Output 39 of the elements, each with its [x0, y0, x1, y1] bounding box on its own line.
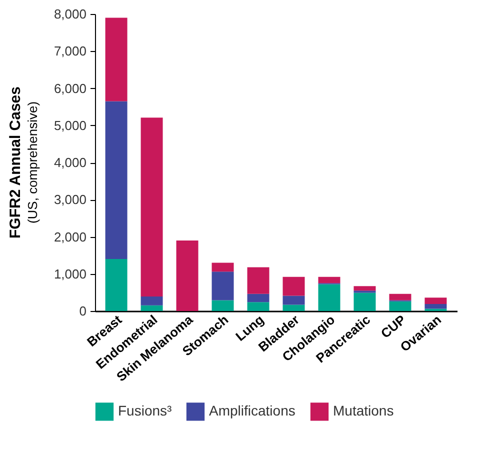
bar	[282, 276, 305, 296]
bar	[247, 267, 270, 294]
legend-label: Mutations	[333, 402, 394, 419]
bar	[105, 259, 128, 311]
text: (US, comprehensive)	[25, 101, 40, 224]
y-tick-label: 4,000	[54, 155, 86, 170]
y-tick-label: 5,000	[54, 118, 86, 133]
y-tick-label: 1,000	[54, 266, 86, 282]
bar	[140, 118, 163, 297]
y-tick-label: 8,000	[54, 6, 86, 22]
y-tick-label: 6,000	[54, 80, 86, 96]
bar	[318, 276, 340, 284]
bar	[105, 18, 128, 102]
bar	[424, 304, 447, 309]
bar	[105, 101, 128, 260]
bar	[389, 294, 412, 300]
legend-label: Amplifications	[209, 402, 296, 419]
bar	[140, 305, 163, 311]
bar	[176, 240, 198, 311]
bar	[212, 272, 234, 300]
bar	[282, 304, 305, 311]
bar	[212, 262, 234, 272]
bar	[140, 296, 163, 306]
legend-label: Fusions³	[118, 402, 172, 419]
bar	[247, 294, 270, 302]
bar	[282, 296, 305, 305]
bar	[354, 292, 376, 311]
y-tick-label: 7,000	[54, 44, 86, 59]
y-tick-label: 3,000	[54, 192, 86, 208]
bar	[318, 284, 340, 311]
bar	[212, 300, 234, 311]
bar	[247, 302, 270, 311]
bar	[389, 301, 412, 311]
y-axis-title: FGFR2 Annual Cases	[7, 86, 24, 238]
y-tick-label: 2,000	[54, 229, 86, 244]
y-tick-label: 0	[79, 304, 86, 318]
bar	[424, 298, 447, 304]
x-tick-label: CUP	[378, 312, 409, 342]
bar	[354, 286, 376, 291]
